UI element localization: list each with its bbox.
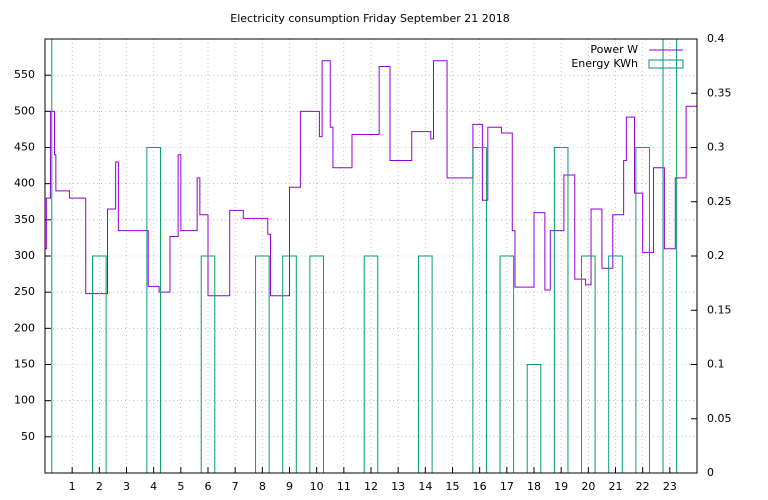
energy-box xyxy=(282,255,297,473)
y-tick-label: 550 xyxy=(14,68,35,81)
energy-box xyxy=(472,147,487,473)
legend-label: Power W xyxy=(590,43,638,56)
y-tick-label: 250 xyxy=(14,285,35,298)
x-tick-label: 10 xyxy=(310,480,324,493)
x-tick-label: 9 xyxy=(286,480,293,493)
y-tick-label: 200 xyxy=(14,321,35,334)
energy-box xyxy=(553,147,569,473)
x-tick-label: 16 xyxy=(473,480,487,493)
y2-tick-label: 0.4 xyxy=(707,32,725,45)
energy-box xyxy=(581,255,596,473)
y2-tick-label: 0 xyxy=(707,466,714,479)
y-tick-label: 400 xyxy=(14,177,35,190)
y-tick-label: 300 xyxy=(14,249,35,262)
x-tick-label: 20 xyxy=(581,480,595,493)
x-tick-label: 11 xyxy=(337,480,351,493)
energy-box xyxy=(92,255,107,473)
x-tick-label: 2 xyxy=(96,480,103,493)
y2-tick-label: 0.2 xyxy=(707,249,725,262)
x-tick-label: 6 xyxy=(205,480,212,493)
energy-box xyxy=(146,147,161,473)
x-tick-label: 19 xyxy=(554,480,568,493)
x-tick-label: 23 xyxy=(663,480,677,493)
y-tick-label: 150 xyxy=(14,358,35,371)
energy-box xyxy=(418,255,433,473)
plot-frame xyxy=(44,38,698,474)
y2-tick-label: 0.3 xyxy=(707,141,725,154)
x-tick-label: 14 xyxy=(418,480,432,493)
x-tick-label: 22 xyxy=(636,480,650,493)
y2-tick-label: 0.1 xyxy=(707,358,725,371)
y2-tick-label: 0.25 xyxy=(707,195,732,208)
energy-box xyxy=(526,364,542,473)
y-tick-label: 100 xyxy=(14,394,35,407)
energy-box xyxy=(45,39,53,473)
y2-tick-label: 0.05 xyxy=(707,412,732,425)
energy-box xyxy=(255,255,270,473)
legend-label: Energy KWh xyxy=(571,57,638,70)
energy-box xyxy=(662,39,678,473)
x-tick-label: 21 xyxy=(609,480,623,493)
x-tick-label: 7 xyxy=(232,480,239,493)
power-line xyxy=(45,60,697,297)
legend-swatch xyxy=(648,59,684,69)
x-tick-label: 8 xyxy=(259,480,266,493)
y-tick-label: 50 xyxy=(21,430,35,443)
y-tick-label: 450 xyxy=(14,141,35,154)
energy-box xyxy=(309,255,324,473)
x-tick-label: 13 xyxy=(391,480,405,493)
energy-box xyxy=(200,255,216,473)
energy-box xyxy=(608,255,623,473)
x-tick-label: 1 xyxy=(69,480,76,493)
x-tick-label: 12 xyxy=(364,480,378,493)
x-tick-label: 5 xyxy=(177,480,184,493)
y-tick-label: 500 xyxy=(14,104,35,117)
chart-title: Electricity consumption Friday September… xyxy=(230,12,509,25)
energy-box xyxy=(499,255,515,473)
x-tick-label: 15 xyxy=(446,480,460,493)
energy-box xyxy=(363,255,379,473)
x-tick-label: 18 xyxy=(527,480,541,493)
y2-tick-label: 0.35 xyxy=(707,86,732,99)
x-tick-label: 3 xyxy=(123,480,130,493)
y2-tick-label: 0.15 xyxy=(707,303,732,316)
x-tick-label: 4 xyxy=(150,480,157,493)
y-tick-label: 350 xyxy=(14,213,35,226)
x-tick-label: 17 xyxy=(500,480,514,493)
energy-box xyxy=(635,147,650,473)
